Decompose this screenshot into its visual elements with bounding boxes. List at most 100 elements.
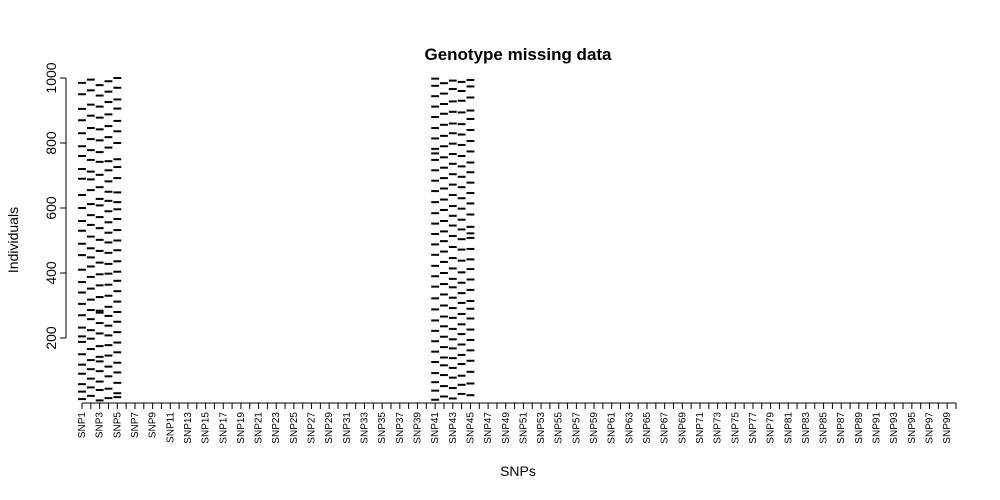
x-tick-label: SNP87 <box>836 412 847 444</box>
x-tick-label: SNP41 <box>430 412 441 444</box>
missing-cell <box>113 208 122 211</box>
x-tick-label: SNP45 <box>465 412 476 444</box>
missing-cell <box>78 107 86 110</box>
missing-cell <box>113 341 122 344</box>
missing-cell <box>113 142 122 144</box>
missing-cell <box>78 353 86 356</box>
missing-cell <box>466 258 475 261</box>
missing-cell <box>440 240 448 243</box>
missing-cell <box>95 399 104 402</box>
missing-cell <box>95 261 104 264</box>
missing-cell <box>95 322 104 325</box>
missing-cell <box>431 190 440 193</box>
missing-cell <box>448 257 457 260</box>
missing-cell <box>440 208 448 211</box>
missing-cell <box>113 260 122 263</box>
missing-cell <box>448 100 457 103</box>
missing-cell <box>113 158 122 161</box>
missing-cell <box>448 173 457 176</box>
missing-cell <box>431 372 440 375</box>
missing-cell <box>448 194 457 196</box>
missing-cell <box>431 350 440 353</box>
missing-cell <box>95 380 104 383</box>
x-tick-label: SNP31 <box>342 412 353 444</box>
missing-cell <box>86 170 95 173</box>
missing-cell <box>466 247 475 250</box>
missing-cell <box>466 307 475 310</box>
missing-cell <box>86 256 95 259</box>
missing-cell <box>448 205 457 208</box>
missing-cell <box>431 127 440 130</box>
missing-cell <box>440 230 448 233</box>
missing-cell <box>466 96 475 99</box>
missing-cell <box>448 110 457 113</box>
missing-cell <box>440 364 448 367</box>
missing-cell <box>78 390 86 393</box>
missing-cell <box>104 294 113 297</box>
missing-cell <box>448 214 457 217</box>
missing-cell <box>78 302 86 305</box>
missing-cell <box>466 278 475 281</box>
missing-cell <box>440 123 448 126</box>
x-tick-label: SNP1 <box>77 412 88 439</box>
missing-cell <box>86 318 95 321</box>
missing-cell <box>440 304 448 307</box>
x-tick-label: SNP35 <box>377 412 388 444</box>
missing-cell <box>457 383 466 386</box>
missing-cell <box>431 222 440 225</box>
missing-cell <box>86 103 95 106</box>
missing-cell <box>86 158 95 161</box>
missing-cell <box>466 317 475 320</box>
missing-cell <box>440 250 448 253</box>
missing-cell <box>104 305 113 308</box>
missing-cell <box>113 229 122 232</box>
x-tick-label: SNP91 <box>872 412 883 444</box>
missing-cell <box>86 189 95 192</box>
missing-cell <box>457 80 466 83</box>
missing-cell <box>95 216 104 219</box>
missing-cell <box>440 346 448 349</box>
missing-cell <box>448 183 457 186</box>
missing-cell <box>431 116 440 118</box>
x-tick-label: SNP7 <box>130 412 141 439</box>
x-tick-label: SNP29 <box>324 412 335 444</box>
missing-cell <box>440 385 448 388</box>
missing-cell <box>440 145 448 148</box>
missing-cell <box>104 251 113 254</box>
missing-cell <box>86 78 95 81</box>
missing-cell <box>448 286 457 289</box>
missing-cell <box>104 101 113 104</box>
missing-cell <box>113 77 122 79</box>
x-tick-label: SNP97 <box>925 412 936 444</box>
x-tick-label: SNP47 <box>483 412 494 444</box>
missing-cell <box>86 287 95 290</box>
missing-cell <box>431 253 440 256</box>
missing-cell <box>457 143 466 146</box>
missing-cell <box>431 233 440 235</box>
missing-cell <box>448 387 457 390</box>
missing-cell <box>86 386 95 389</box>
x-tick-label: SNP95 <box>907 412 918 444</box>
missing-cell <box>78 398 86 401</box>
missing-cell <box>78 383 86 386</box>
missing-cell <box>95 151 104 154</box>
x-tick-label: SNP5 <box>112 412 123 439</box>
missing-cell <box>431 152 440 155</box>
missing-cell <box>104 90 113 93</box>
missing-cell <box>440 156 448 159</box>
x-tick-label: SNP3 <box>95 412 106 439</box>
missing-cell <box>448 79 457 82</box>
y-tick-label: 400 <box>43 261 59 285</box>
missing-cell <box>95 173 104 176</box>
missing-cell <box>448 296 457 299</box>
missing-cell <box>431 361 440 364</box>
chart-title: Genotype missing data <box>424 45 612 64</box>
missing-cell <box>86 203 95 206</box>
missing-cell <box>86 309 95 312</box>
x-tick-label: SNP71 <box>695 412 706 444</box>
missing-cell <box>457 155 466 157</box>
missing-cell <box>95 389 104 391</box>
missing-cell <box>113 249 122 252</box>
missing-cell <box>431 340 440 343</box>
missing-cell <box>457 207 466 210</box>
